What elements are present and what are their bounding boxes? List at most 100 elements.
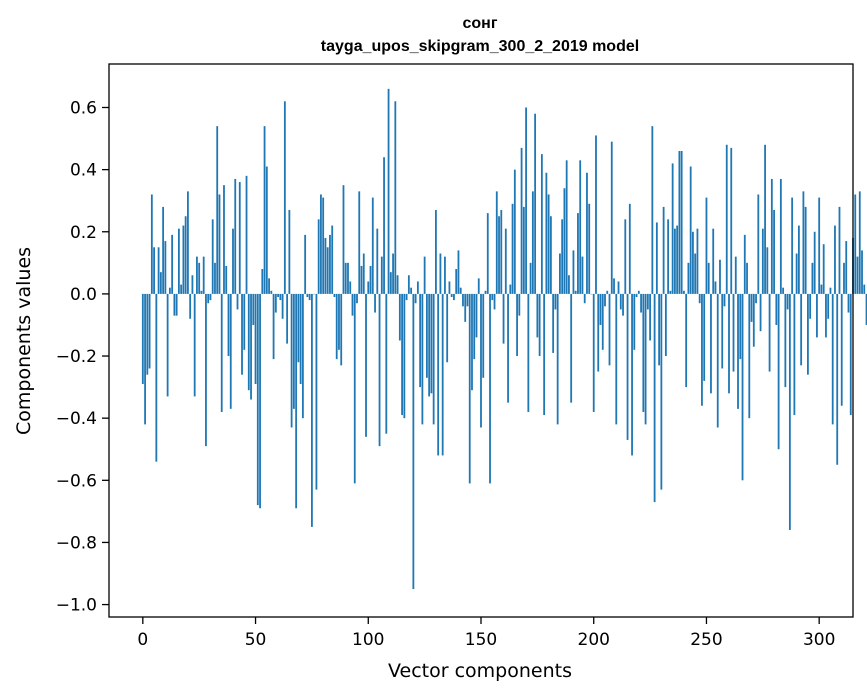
bar xyxy=(673,228,676,294)
x-tick-label: 300 xyxy=(803,630,835,650)
bar xyxy=(322,197,325,294)
bar xyxy=(755,293,757,304)
bar xyxy=(743,234,746,294)
bar xyxy=(326,247,329,294)
y-tick-label: 0.6 xyxy=(70,98,97,118)
bar xyxy=(225,265,228,294)
bar xyxy=(304,234,307,294)
bar xyxy=(640,293,642,313)
bar xyxy=(583,293,586,304)
x-tick-label: 0 xyxy=(137,630,148,650)
bar xyxy=(471,293,473,391)
bar xyxy=(277,293,279,298)
bar xyxy=(425,293,428,378)
bar xyxy=(669,290,672,294)
bar xyxy=(196,256,198,294)
bar xyxy=(766,247,769,294)
bar xyxy=(577,213,579,294)
bar xyxy=(513,169,516,294)
bar xyxy=(317,219,320,294)
bar xyxy=(568,275,570,294)
bar xyxy=(696,228,699,294)
bar xyxy=(144,293,146,425)
bar xyxy=(153,247,155,294)
bar xyxy=(340,293,343,366)
bar xyxy=(651,126,654,294)
bar xyxy=(502,293,505,344)
bar xyxy=(757,194,760,294)
bar xyxy=(238,182,241,294)
bar xyxy=(818,197,821,294)
bar xyxy=(462,293,464,307)
bar xyxy=(606,290,609,294)
bar xyxy=(374,293,376,313)
bar xyxy=(586,172,588,294)
bar xyxy=(689,166,692,294)
bar xyxy=(259,293,261,509)
bar xyxy=(500,210,503,294)
bar xyxy=(473,293,476,360)
bar xyxy=(288,210,291,294)
bar xyxy=(349,281,352,294)
bar xyxy=(829,287,832,294)
bar xyxy=(290,293,293,428)
bar xyxy=(827,293,830,319)
bar xyxy=(622,293,624,316)
bar xyxy=(561,219,564,294)
bar xyxy=(198,262,201,294)
bar xyxy=(446,293,449,363)
bar xyxy=(274,293,277,313)
bar xyxy=(511,203,514,294)
bar xyxy=(847,293,850,313)
bar xyxy=(856,256,859,294)
bar xyxy=(802,191,805,294)
bar xyxy=(595,135,597,294)
bar xyxy=(721,293,724,369)
bar xyxy=(378,293,381,447)
bar xyxy=(536,293,539,338)
bar xyxy=(732,293,735,372)
bar xyxy=(599,293,602,325)
bar xyxy=(752,293,755,347)
bar xyxy=(468,293,471,484)
bar xyxy=(549,216,552,294)
bar xyxy=(292,293,295,409)
bar xyxy=(764,144,766,294)
bars-group xyxy=(141,88,867,590)
bar xyxy=(385,293,388,434)
bar xyxy=(547,194,550,294)
x-axis-ticks: 0 50 100 150 200 250 300 xyxy=(137,617,835,650)
bar xyxy=(403,293,406,419)
bar xyxy=(236,293,239,310)
bar xyxy=(383,157,385,294)
y-tick-label: −0.2 xyxy=(56,347,97,367)
bar xyxy=(200,290,203,294)
bar xyxy=(419,293,422,388)
bar xyxy=(371,197,374,294)
y-tick-label: −0.6 xyxy=(56,471,97,491)
bar xyxy=(748,293,751,419)
bar xyxy=(570,293,573,403)
x-tick-label: 100 xyxy=(352,630,384,650)
bar xyxy=(423,256,426,294)
bar xyxy=(250,293,252,400)
bar xyxy=(435,210,437,294)
bar xyxy=(329,234,331,294)
bar xyxy=(387,88,390,294)
bar xyxy=(678,150,681,294)
bar xyxy=(398,293,401,341)
bar xyxy=(579,160,582,294)
bar xyxy=(205,293,207,447)
bar xyxy=(484,290,487,294)
bar xyxy=(333,293,336,298)
bar xyxy=(565,160,568,294)
bar xyxy=(392,253,394,294)
bar xyxy=(495,191,498,294)
bar xyxy=(694,253,697,294)
bar xyxy=(175,293,178,316)
bar xyxy=(822,244,825,294)
bar xyxy=(543,293,546,416)
bar xyxy=(202,256,205,294)
bar xyxy=(220,293,223,412)
y-axis-ticks: −1.0 −0.8 −0.6 −0.4 −0.2 0.0 0.2 0.4 0.6 xyxy=(56,98,109,616)
